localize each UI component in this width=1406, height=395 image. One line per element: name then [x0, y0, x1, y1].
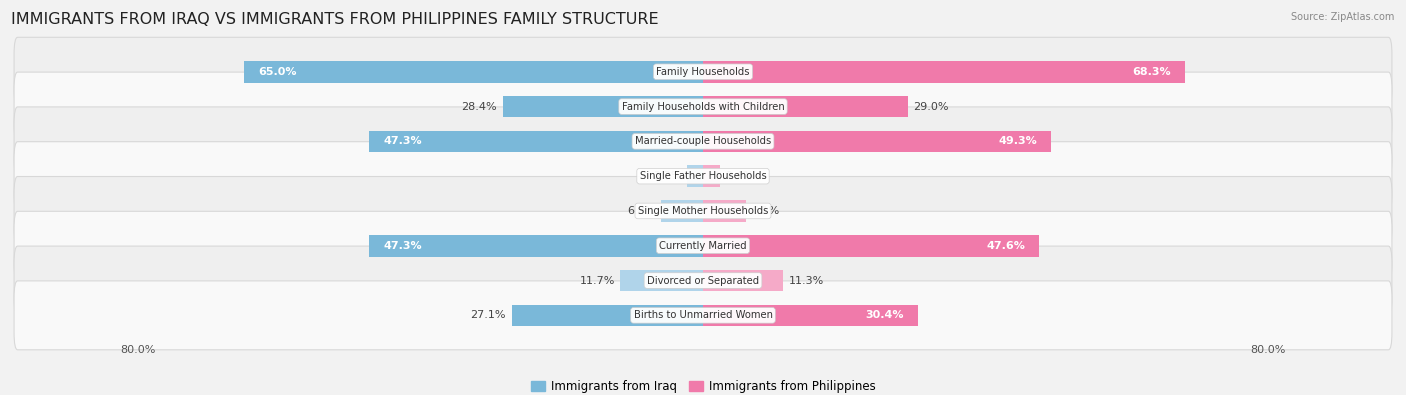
- Text: 11.7%: 11.7%: [579, 276, 614, 286]
- Text: 47.3%: 47.3%: [384, 136, 422, 147]
- FancyBboxPatch shape: [14, 142, 1392, 211]
- Bar: [245, 61, 703, 83]
- Bar: [703, 270, 783, 292]
- Bar: [620, 270, 703, 292]
- Text: Single Father Households: Single Father Households: [640, 171, 766, 181]
- FancyBboxPatch shape: [14, 177, 1392, 245]
- Text: 47.6%: 47.6%: [986, 241, 1025, 251]
- Text: Births to Unmarried Women: Births to Unmarried Women: [634, 310, 772, 320]
- FancyBboxPatch shape: [14, 246, 1392, 315]
- Text: 11.3%: 11.3%: [789, 276, 824, 286]
- Text: Source: ZipAtlas.com: Source: ZipAtlas.com: [1291, 12, 1395, 22]
- FancyBboxPatch shape: [14, 211, 1392, 280]
- Bar: [512, 305, 703, 326]
- Bar: [703, 235, 1039, 256]
- Text: Family Households with Children: Family Households with Children: [621, 102, 785, 111]
- Text: 30.4%: 30.4%: [865, 310, 904, 320]
- Text: 6.1%: 6.1%: [752, 206, 780, 216]
- Bar: [703, 200, 747, 222]
- Text: 28.4%: 28.4%: [461, 102, 496, 111]
- Text: 68.3%: 68.3%: [1132, 67, 1171, 77]
- FancyBboxPatch shape: [14, 107, 1392, 176]
- Text: Family Households: Family Households: [657, 67, 749, 77]
- Text: Single Mother Households: Single Mother Households: [638, 206, 768, 216]
- Text: 29.0%: 29.0%: [914, 102, 949, 111]
- Bar: [703, 96, 908, 117]
- Text: 27.1%: 27.1%: [471, 310, 506, 320]
- Legend: Immigrants from Iraq, Immigrants from Philippines: Immigrants from Iraq, Immigrants from Ph…: [526, 376, 880, 395]
- Text: 49.3%: 49.3%: [998, 136, 1036, 147]
- Bar: [370, 131, 703, 152]
- FancyBboxPatch shape: [14, 72, 1392, 141]
- Bar: [688, 166, 703, 187]
- Text: 65.0%: 65.0%: [259, 67, 297, 77]
- Bar: [703, 61, 1185, 83]
- Text: Married-couple Households: Married-couple Households: [636, 136, 770, 147]
- Bar: [703, 166, 720, 187]
- Text: 2.2%: 2.2%: [654, 171, 682, 181]
- Bar: [502, 96, 703, 117]
- Text: Currently Married: Currently Married: [659, 241, 747, 251]
- Text: 2.4%: 2.4%: [725, 171, 754, 181]
- Text: 47.3%: 47.3%: [384, 241, 422, 251]
- FancyBboxPatch shape: [14, 37, 1392, 106]
- Text: Divorced or Separated: Divorced or Separated: [647, 276, 759, 286]
- Bar: [661, 200, 703, 222]
- Text: 6.0%: 6.0%: [627, 206, 655, 216]
- FancyBboxPatch shape: [14, 281, 1392, 350]
- Bar: [703, 305, 918, 326]
- Bar: [703, 131, 1052, 152]
- Text: IMMIGRANTS FROM IRAQ VS IMMIGRANTS FROM PHILIPPINES FAMILY STRUCTURE: IMMIGRANTS FROM IRAQ VS IMMIGRANTS FROM …: [11, 12, 659, 27]
- Bar: [370, 235, 703, 256]
